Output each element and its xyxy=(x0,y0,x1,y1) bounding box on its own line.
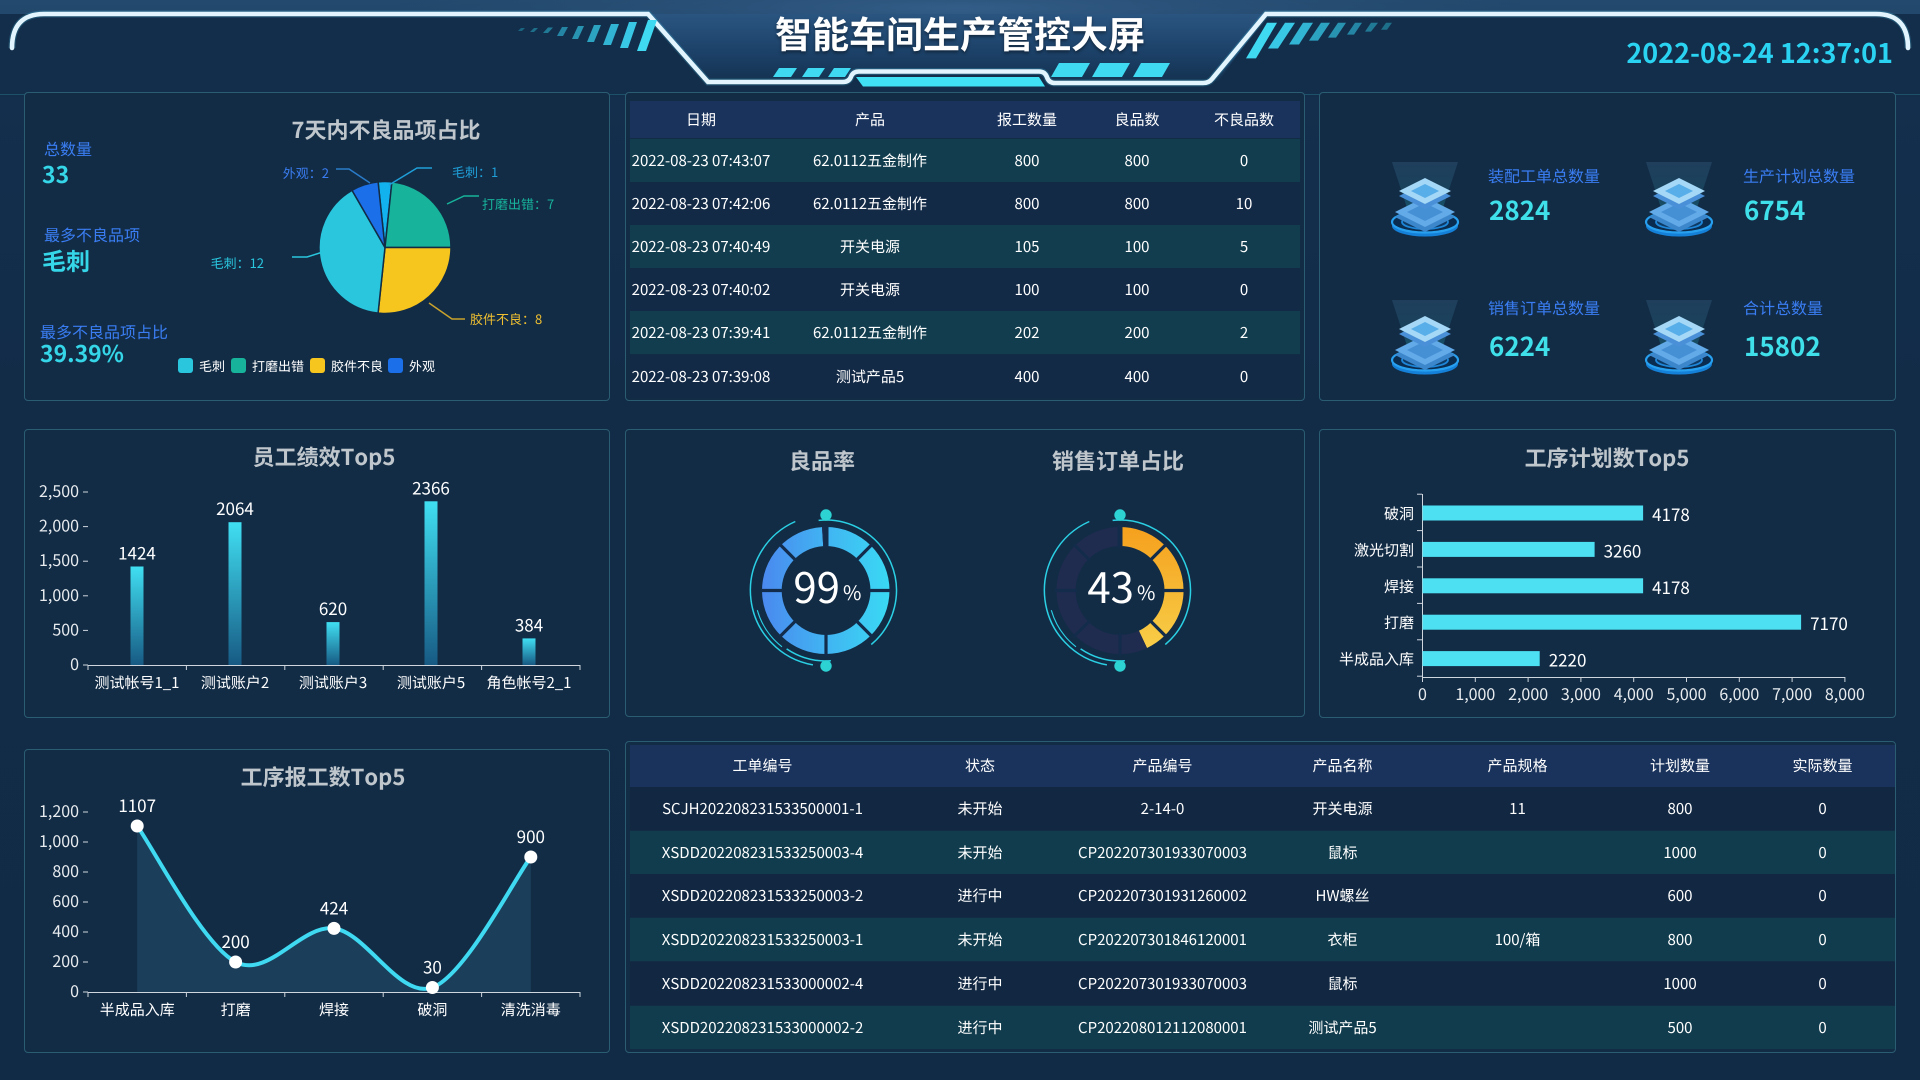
svg-text:2366: 2366 xyxy=(412,474,450,499)
svg-text:胶件不良：8: 胶件不良：8 xyxy=(470,309,542,328)
svg-text:激光切割: 激光切割 xyxy=(1354,539,1414,560)
svg-text:1107: 1107 xyxy=(118,792,156,817)
svg-text:500: 500 xyxy=(52,616,79,640)
svg-text:角色帐号2_1: 角色帐号2_1 xyxy=(486,672,571,693)
svg-text:43: 43 xyxy=(1087,555,1134,616)
svg-text:测试帐号1_1: 测试帐号1_1 xyxy=(94,672,179,693)
svg-text:打磨出错: 打磨出错 xyxy=(252,356,304,375)
svg-text:3,000: 3,000 xyxy=(1561,681,1601,705)
svg-text:424: 424 xyxy=(320,894,348,919)
svg-text:4178: 4178 xyxy=(1652,501,1690,526)
svg-text:2,000: 2,000 xyxy=(39,513,79,537)
svg-text:4178: 4178 xyxy=(1652,574,1690,599)
svg-text:620: 620 xyxy=(319,595,347,620)
svg-text:%: % xyxy=(1137,577,1155,606)
svg-text:0: 0 xyxy=(1418,681,1427,705)
svg-text:384: 384 xyxy=(515,611,543,636)
svg-text:破洞: 破洞 xyxy=(1384,503,1414,524)
svg-text:测试账户5: 测试账户5 xyxy=(397,672,465,693)
svg-text:30: 30 xyxy=(423,954,442,979)
svg-text:800: 800 xyxy=(52,858,79,882)
svg-text:1424: 1424 xyxy=(118,540,156,565)
svg-text:焊接: 焊接 xyxy=(1384,576,1414,597)
svg-text:1,000: 1,000 xyxy=(1455,681,1495,705)
svg-text:焊接: 焊接 xyxy=(319,999,349,1020)
svg-text:打磨: 打磨 xyxy=(1384,612,1414,633)
svg-text:打磨出错：7: 打磨出错：7 xyxy=(482,194,554,213)
svg-text:毛刺：12: 毛刺：12 xyxy=(211,253,264,272)
svg-text:900: 900 xyxy=(517,823,545,848)
svg-text:外观: 外观 xyxy=(409,356,435,375)
svg-text:2220: 2220 xyxy=(1549,647,1587,672)
svg-text:2,000: 2,000 xyxy=(1508,681,1548,705)
svg-text:6,000: 6,000 xyxy=(1719,681,1759,705)
svg-text:600: 600 xyxy=(52,888,79,912)
svg-text:胶件不良: 胶件不良 xyxy=(331,356,383,375)
svg-text:400: 400 xyxy=(52,918,79,942)
svg-text:0: 0 xyxy=(70,651,79,675)
svg-text:1,200: 1,200 xyxy=(39,798,79,822)
svg-text:半成品入库: 半成品入库 xyxy=(1339,649,1414,670)
svg-text:1,500: 1,500 xyxy=(39,547,79,571)
svg-text:4,000: 4,000 xyxy=(1614,681,1654,705)
svg-text:7170: 7170 xyxy=(1810,610,1848,635)
svg-text:99: 99 xyxy=(793,555,840,616)
svg-text:2064: 2064 xyxy=(216,495,254,520)
svg-text:清洗消毒: 清洗消毒 xyxy=(501,999,561,1020)
svg-text:%: % xyxy=(843,577,861,606)
svg-text:外观：2: 外观：2 xyxy=(283,163,329,182)
svg-text:1,000: 1,000 xyxy=(39,582,79,606)
svg-text:测试账户3: 测试账户3 xyxy=(299,672,367,693)
svg-text:毛刺：1: 毛刺：1 xyxy=(452,162,498,181)
svg-text:8,000: 8,000 xyxy=(1825,681,1865,705)
svg-text:破洞: 破洞 xyxy=(417,999,447,1020)
svg-text:2,500: 2,500 xyxy=(39,478,79,502)
svg-text:0: 0 xyxy=(70,978,79,1002)
svg-text:200: 200 xyxy=(221,928,249,953)
svg-text:打磨: 打磨 xyxy=(221,999,251,1020)
svg-text:1,000: 1,000 xyxy=(39,828,79,852)
svg-text:200: 200 xyxy=(52,948,79,972)
svg-text:7,000: 7,000 xyxy=(1772,681,1812,705)
svg-text:5,000: 5,000 xyxy=(1667,681,1707,705)
svg-text:半成品入库: 半成品入库 xyxy=(100,999,175,1020)
svg-text:测试账户2: 测试账户2 xyxy=(201,672,269,693)
svg-text:3260: 3260 xyxy=(1604,537,1642,562)
svg-text:毛刺: 毛刺 xyxy=(199,356,225,375)
